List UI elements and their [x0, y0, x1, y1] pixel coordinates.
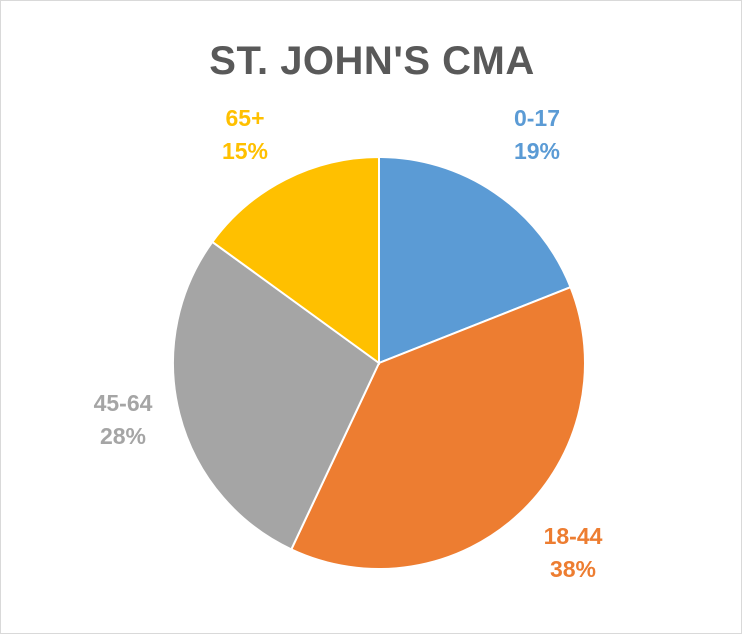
data-label-65+: 65+ 15% — [222, 105, 268, 164]
category-label: 65+ — [225, 105, 264, 131]
category-label: 45-64 — [94, 390, 153, 416]
data-label-0-17: 0-17 19% — [514, 105, 560, 164]
pie-slice-0-17 — [378, 155, 572, 365]
pie-slices — [172, 155, 586, 570]
percent-label: 38% — [550, 556, 596, 582]
pie-slice-18-44 — [289, 285, 586, 570]
percent-label: 19% — [514, 138, 560, 164]
pie-labels: 0-17 19%18-44 38%45-64 28%65+ 15% — [94, 105, 603, 582]
chart-title: ST. JOHN'S CMA — [209, 39, 535, 83]
pie-slice-65+ — [210, 155, 380, 365]
percent-label: 28% — [100, 423, 146, 449]
category-label: 0-17 — [514, 105, 560, 131]
category-label: 18-44 — [544, 523, 603, 549]
data-label-18-44: 18-44 38% — [544, 523, 603, 582]
percent-label: 15% — [222, 138, 268, 164]
data-label-45-64: 45-64 28% — [94, 390, 153, 449]
pie-slice-45-64 — [172, 240, 381, 551]
